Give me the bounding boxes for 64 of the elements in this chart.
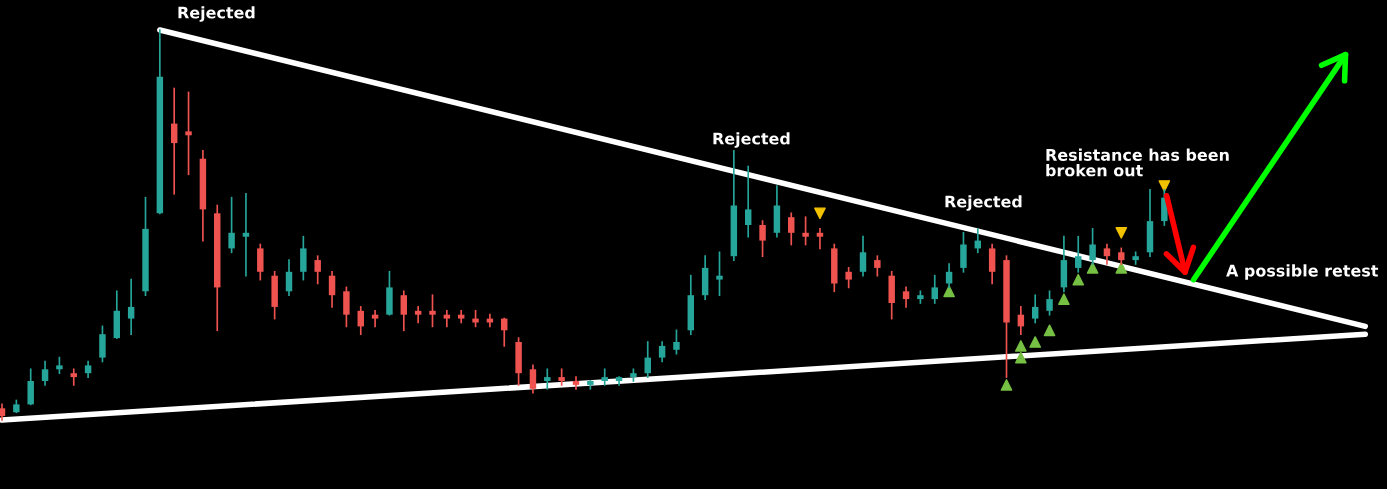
candlestick [716, 251, 723, 297]
candlestick [988, 243, 996, 285]
candlestick [788, 212, 795, 246]
candlestick [544, 368, 551, 390]
point [1115, 226, 1128, 239]
candlestick [673, 329, 680, 355]
candlestick [802, 216, 809, 246]
annotation: Rejected [713, 132, 790, 148]
candlestick [615, 376, 623, 386]
candlestick [1075, 235, 1082, 273]
point [814, 207, 826, 220]
candlestick [300, 235, 307, 281]
candlestick [70, 368, 77, 386]
candlestick [41, 360, 49, 386]
candlestick [816, 228, 824, 250]
candlestick [99, 325, 106, 363]
annotation: Resistance has been broken out [1046, 148, 1229, 177]
candlestick [328, 270, 336, 308]
candlestick [1089, 228, 1096, 265]
candlestick [859, 235, 867, 277]
point [1072, 273, 1085, 286]
candlestick [658, 341, 666, 363]
candlestick [759, 220, 766, 258]
candlestick [529, 364, 537, 394]
candlestick [902, 286, 910, 308]
candlestick [185, 91, 192, 176]
candlestick [314, 255, 321, 285]
point [1015, 340, 1027, 352]
candlestick [1031, 294, 1039, 324]
candlestick [414, 306, 422, 324]
candlestick [960, 231, 967, 273]
candlestick [443, 309, 451, 328]
candlestick [285, 259, 293, 297]
candlestick [931, 274, 938, 304]
point [1029, 336, 1042, 348]
text: Rejected [178, 6, 255, 22]
point [1015, 351, 1027, 364]
point [1043, 324, 1056, 337]
candlestick [744, 165, 752, 238]
candlestick [457, 309, 465, 324]
point [1058, 293, 1070, 305]
candlestick [127, 278, 135, 336]
point [1158, 180, 1171, 192]
candlestick [874, 255, 881, 277]
candlestick [228, 196, 235, 254]
point [1115, 262, 1128, 274]
candlestick [343, 286, 350, 328]
point [1086, 262, 1099, 274]
annotation: Rejected [945, 195, 1022, 211]
point [943, 285, 955, 298]
candlestick [1103, 243, 1111, 265]
candlestick [601, 368, 608, 386]
candlestick [400, 290, 408, 332]
candlestick [845, 267, 852, 289]
candlestick [257, 243, 264, 281]
candlestick [27, 368, 34, 406]
candlestick [170, 87, 178, 195]
candlestick [1046, 290, 1053, 316]
candlestick [242, 192, 250, 277]
annotation: A possible retest [1226, 264, 1379, 280]
candlestick [371, 309, 379, 328]
point [1000, 379, 1013, 391]
candlestick [429, 294, 436, 328]
candlestick [572, 376, 580, 390]
